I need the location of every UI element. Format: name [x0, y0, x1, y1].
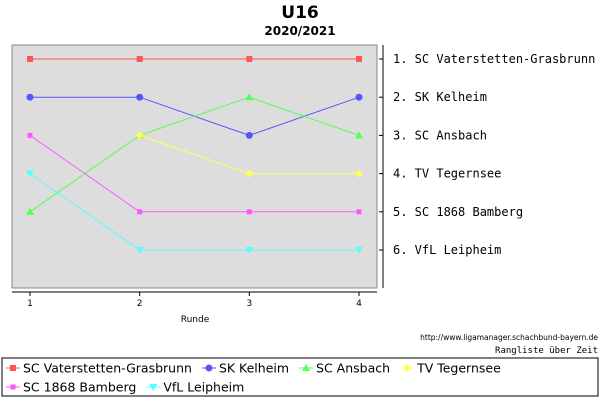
data-point	[245, 131, 253, 139]
data-point	[356, 209, 362, 215]
rank-label: 2. SK Kelheim	[393, 90, 487, 104]
data-point	[26, 207, 34, 215]
data-point	[26, 93, 34, 101]
series-sc-1868-bamberg	[27, 132, 362, 215]
data-point	[135, 131, 144, 140]
data-point	[356, 56, 362, 62]
x-tick-label: 4	[356, 299, 362, 309]
legend: SC Vaterstetten-Grasbrunn SK Kelheim SC An…	[6, 361, 501, 395]
legend-item: VfL Leipheim	[146, 380, 244, 395]
rank-labels: 1. SC Vaterstetten-Grasbrunn 2. SK Kelhei…	[379, 52, 595, 257]
legend-marker	[403, 364, 412, 372]
rank-label: 4. TV Tegernsee	[393, 167, 501, 181]
legend-item: SC Vaterstetten-Grasbrunn	[6, 361, 192, 376]
data-point	[355, 169, 363, 178]
data-point	[136, 93, 144, 101]
plot-area	[11, 44, 378, 289]
rank-label: 6. VfL Leipheim	[393, 243, 501, 257]
legend-label: SC Ansbach	[316, 361, 390, 376]
legend-item: SC Ansbach	[299, 361, 390, 376]
x-tick-label: 3	[246, 299, 252, 309]
rank-label: 1. SC Vaterstetten-Grasbrunn	[393, 52, 595, 66]
data-point	[135, 247, 144, 254]
data-point	[246, 209, 252, 215]
series-vfl-leipheim	[26, 170, 363, 254]
data-point	[355, 247, 363, 254]
legend-label: SC 1868 Bamberg	[23, 380, 136, 395]
x-tick-label: 2	[137, 299, 143, 309]
data-point	[245, 93, 254, 101]
legend-marker	[302, 364, 311, 371]
data-point	[137, 209, 143, 215]
series-line	[29, 173, 359, 251]
series-tv-tegernsee	[135, 131, 363, 178]
data-point	[136, 56, 143, 62]
legend-item: TV Tegernsee	[400, 361, 501, 376]
legend-item: SK Kelheim	[201, 361, 289, 376]
data-point	[27, 56, 33, 62]
legend-label: VfL Leipheim	[163, 380, 244, 395]
series-line	[29, 134, 359, 213]
series-layer	[26, 56, 363, 254]
data-point	[246, 56, 253, 62]
legend-marker	[10, 384, 16, 390]
footer-caption: Rangliste über Zeit	[495, 346, 598, 356]
legend-marker	[205, 364, 213, 372]
series-sc-vaterstetten-grasbrunn	[27, 56, 362, 62]
x-tick-label: 1	[27, 299, 33, 309]
legend-label: SC Vaterstetten-Grasbrunn	[23, 361, 192, 376]
legend-marker	[149, 384, 158, 391]
chart-title: U16	[281, 3, 318, 23]
chart-subtitle: 2020/2021	[264, 24, 335, 38]
data-point	[245, 169, 254, 178]
legend-label: TV Tegernsee	[416, 361, 501, 376]
legend-box	[1, 357, 599, 397]
x-ticks: 1 2 3 4	[27, 292, 362, 309]
data-point	[245, 247, 254, 254]
data-point	[26, 170, 34, 178]
rank-label: 5. SC 1868 Bamberg	[393, 205, 523, 219]
x-axis-label: Runde	[181, 315, 210, 325]
data-point	[355, 93, 363, 101]
rank-label: 3. SC Ansbach	[393, 128, 487, 142]
legend-label: SK Kelheim	[219, 361, 289, 376]
data-point	[27, 132, 33, 138]
source-url: http://www.ligamanager.schachbund-bayern…	[420, 333, 598, 342]
legend-marker	[10, 365, 16, 371]
data-point	[355, 131, 363, 139]
legend-item: SC 1868 Bamberg	[6, 380, 136, 395]
